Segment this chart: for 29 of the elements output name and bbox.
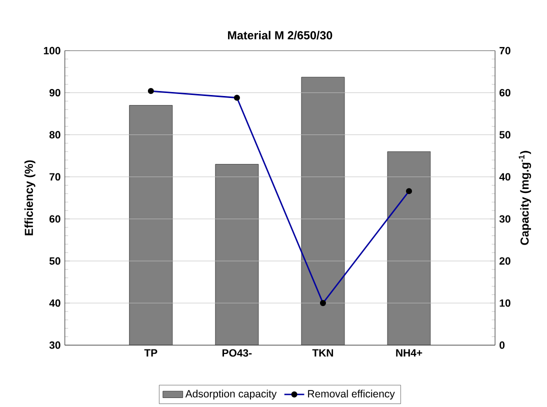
- x-tick-label: NH4+: [396, 349, 422, 356]
- y-tick-label: 70: [50, 173, 60, 181]
- y-tick-label: 100: [44, 46, 60, 54]
- y2-axis-title: Capacity (mg.g$^{-1}$): [518, 150, 532, 245]
- y2-tick-label: 50: [499, 131, 510, 138]
- y2-tick-label: 0: [500, 341, 505, 349]
- y2-tick-label: 30: [499, 215, 510, 223]
- bar: [387, 151, 431, 346]
- y2-tick-label: 70: [500, 46, 510, 54]
- legend-label: Adsorption capacity: [185, 390, 277, 400]
- bar: [129, 105, 173, 346]
- y2-tick-label: 60: [500, 88, 510, 96]
- bar: [301, 76, 345, 346]
- x-tick-label: PO43-: [222, 349, 252, 357]
- y-tick-label: 30: [49, 341, 60, 349]
- y-axis-title: Efficiency (%): [24, 160, 36, 236]
- x-tick-label: TP: [144, 349, 158, 356]
- bar: [215, 164, 259, 346]
- chart-title: Material M 2/650/30: [228, 30, 332, 40]
- y2-tick-label: 10: [500, 299, 510, 307]
- y-tick-label: 40: [49, 299, 60, 307]
- y-tick-label: 50: [49, 257, 60, 265]
- y-tick-label: 90: [49, 88, 60, 96]
- legend-label: Removal efficiency: [308, 390, 395, 400]
- x-tick-label: TKN: [312, 349, 334, 356]
- y-tick-label: 60: [49, 215, 60, 223]
- y2-tick-label: 20: [500, 257, 510, 265]
- y2-tick-label: 40: [499, 173, 510, 181]
- y-tick-label: 80: [49, 131, 60, 138]
